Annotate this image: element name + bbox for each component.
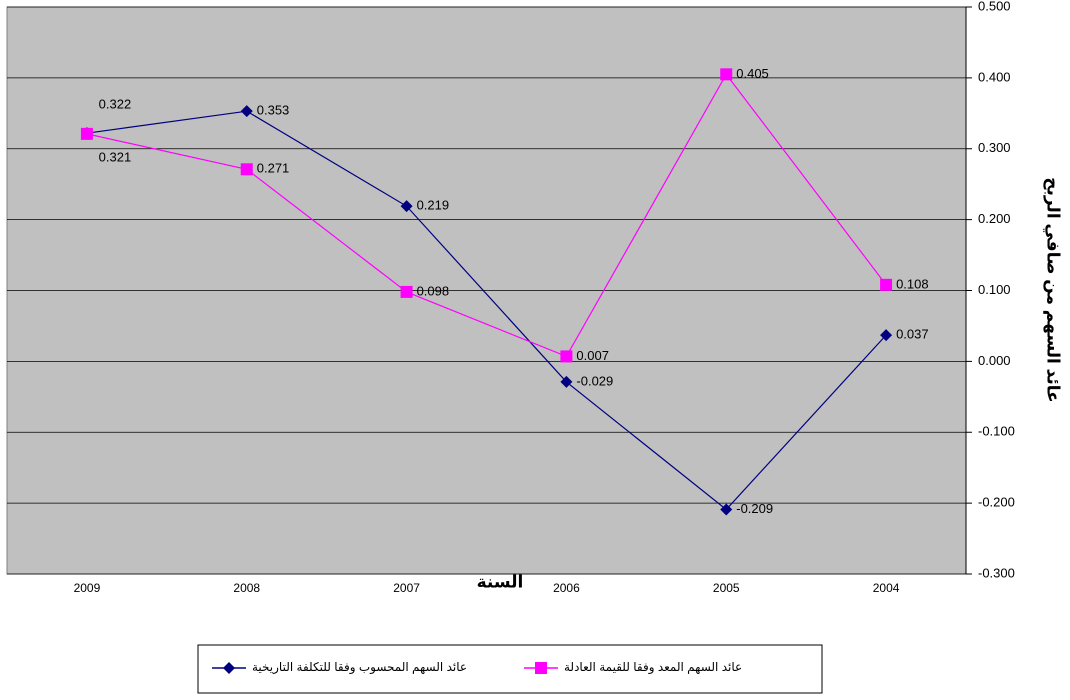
x-tick-label: 2006 [553, 581, 580, 595]
y-tick-label: -0.200 [978, 495, 1015, 510]
data-label: 0.098 [417, 283, 450, 298]
data-point [80, 127, 93, 140]
data-label: 0.321 [99, 149, 132, 164]
x-axis-title: السنة [477, 572, 524, 591]
y-tick-label: -0.100 [978, 424, 1015, 439]
data-point [240, 163, 253, 176]
data-label: -0.029 [576, 373, 613, 388]
data-point [720, 68, 733, 81]
data-label: 0.108 [896, 276, 929, 291]
data-point [400, 285, 413, 298]
data-point [240, 105, 253, 118]
data-label: 0.405 [736, 66, 769, 81]
x-tick-label: 2005 [713, 581, 740, 595]
legend [197, 644, 823, 694]
data-label: 0.007 [576, 348, 609, 363]
data-label: 0.037 [896, 327, 929, 342]
x-tick-label: 2009 [74, 581, 101, 595]
data-label: 0.353 [257, 103, 290, 118]
data-point [400, 200, 413, 213]
series-line [86, 110, 887, 511]
y-tick-label: 0.000 [978, 353, 1011, 368]
data-point [880, 329, 893, 342]
data-label: 0.322 [99, 97, 132, 112]
x-tick-label: 2004 [873, 581, 900, 595]
legend-label: عائد السهم المعد وفقا للقيمة العادلة [564, 660, 742, 675]
y-tick-label: 0.100 [978, 282, 1011, 297]
data-label: 0.271 [257, 161, 290, 176]
data-point [720, 503, 733, 516]
data-point [560, 350, 573, 363]
data-point [880, 278, 893, 291]
x-tick-label: 2007 [393, 581, 420, 595]
legend-marker [535, 662, 547, 674]
x-tick-label: 2008 [233, 581, 260, 595]
legend-marker [223, 662, 235, 674]
legend-label: عائد السهم المحسوب وفقا للتكلفة التاريخي… [252, 660, 467, 675]
y-tick-label: 0.200 [978, 211, 1011, 226]
data-label: -0.209 [736, 501, 773, 516]
y-tick-label: -0.300 [978, 565, 1015, 580]
data-label: 0.219 [417, 198, 450, 213]
y-tick-label: 0.300 [978, 140, 1011, 155]
y-tick-label: 0.400 [978, 69, 1011, 84]
y-tick-label: 0.500 [978, 0, 1011, 13]
data-point [560, 375, 573, 388]
y-axis-title: عائد السهم من صافي الربح [1043, 177, 1063, 403]
series-line [86, 73, 887, 358]
